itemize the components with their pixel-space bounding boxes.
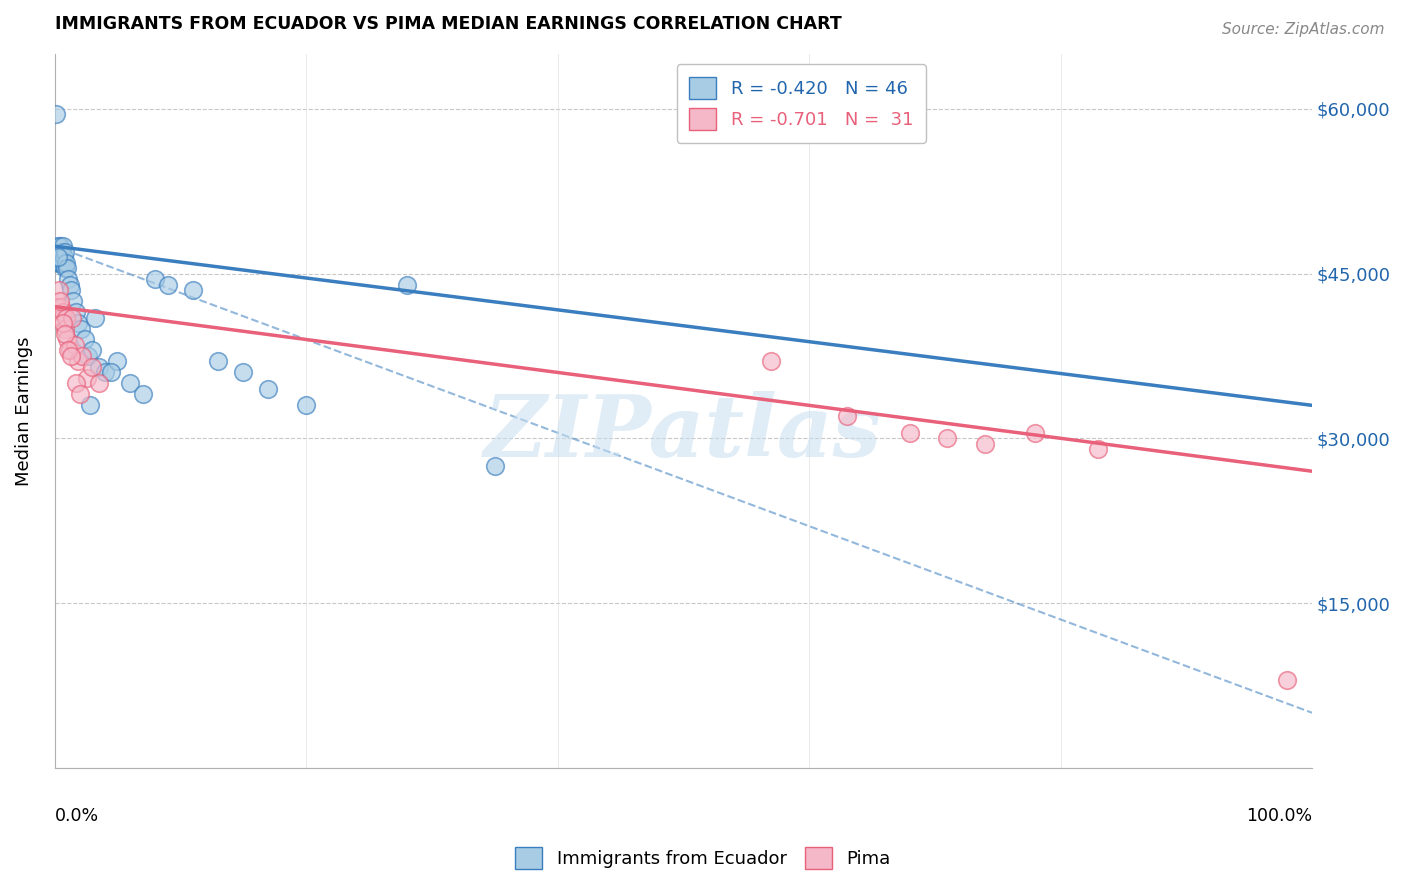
Point [52,255,75,269]
Point [46,239,69,253]
Point [131,387,153,401]
Point [60,310,83,325]
Point [974,437,997,451]
Point [65,305,87,319]
Point [87,359,110,374]
Point [69,387,91,401]
Point [73,333,96,347]
Point [49,300,72,314]
Point [46,250,69,264]
Point [67,316,90,330]
Text: IMMIGRANTS FROM ECUADOR VS PIMA MEDIAN EARNINGS CORRELATION CHART: IMMIGRANTS FROM ECUADOR VS PIMA MEDIAN E… [55,15,841,33]
Point [46,255,69,269]
Point [82,343,104,358]
Point [52,316,75,330]
Point [70,349,93,363]
Point [48,244,70,259]
Point [45,107,67,121]
Point [761,354,783,368]
Point [58,343,80,358]
Point [53,261,76,276]
Point [94,366,117,380]
Point [55,310,77,325]
Point [59,283,82,297]
Point [58,272,80,286]
Point [51,310,73,325]
Point [53,326,76,341]
Point [118,376,141,391]
Legend: Immigrants from Ecuador, Pima: Immigrants from Ecuador, Pima [508,839,898,876]
Point [70,321,93,335]
Point [232,366,254,380]
Point [52,239,75,253]
Point [82,359,104,374]
Point [83,310,105,325]
Point [1275,673,1298,687]
Point [67,354,90,368]
Point [295,398,318,412]
Point [52,305,75,319]
Point [52,250,75,264]
Point [100,366,122,380]
Point [46,250,69,264]
Point [56,333,79,347]
Point [207,354,229,368]
Point [51,244,73,259]
Text: 100.0%: 100.0% [1246,807,1312,825]
Legend: R = -0.420   N = 46, R = -0.701   N =  31: R = -0.420 N = 46, R = -0.701 N = 31 [676,64,925,143]
Point [53,321,76,335]
Text: 0.0%: 0.0% [55,807,98,825]
Point [65,376,87,391]
Point [898,425,921,440]
Point [55,255,77,269]
Point [107,354,129,368]
Text: ZIPatlas: ZIPatlas [484,391,883,474]
Point [49,239,72,253]
Point [156,277,179,292]
Point [62,294,84,309]
Point [1087,442,1109,457]
Point [53,244,76,259]
Point [835,409,858,424]
Point [1024,425,1046,440]
Point [395,277,418,292]
Point [48,255,70,269]
Point [484,458,506,473]
Point [45,244,67,259]
Point [59,343,82,358]
Point [181,283,204,297]
Point [48,283,70,297]
Point [936,431,959,445]
Y-axis label: Median Earnings: Median Earnings [15,336,32,485]
Point [49,294,72,309]
Point [49,250,72,264]
Point [79,398,101,412]
Point [59,349,82,363]
Point [257,382,280,396]
Point [51,255,73,269]
Text: Source: ZipAtlas.com: Source: ZipAtlas.com [1222,22,1385,37]
Point [59,277,82,292]
Point [143,272,166,286]
Point [87,376,110,391]
Point [46,300,69,314]
Point [76,371,98,385]
Point [63,338,86,352]
Point [56,261,79,276]
Point [77,349,100,363]
